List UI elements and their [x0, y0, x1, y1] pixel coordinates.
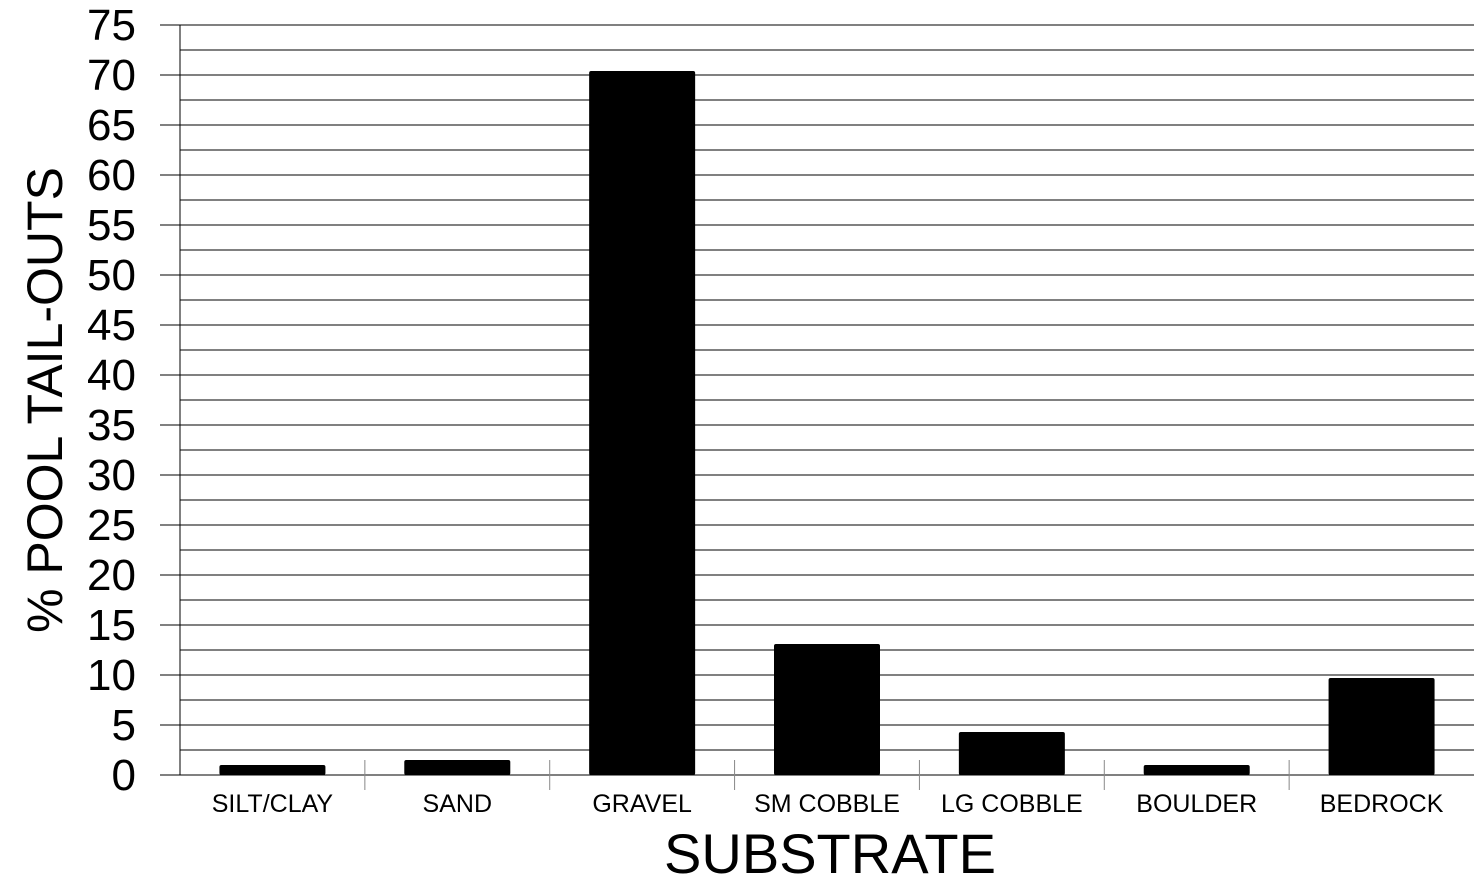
y-tick-label: 45 — [87, 301, 136, 350]
y-tick-label: 25 — [87, 501, 136, 550]
x-axis-label: SUBSTRATE — [664, 822, 996, 881]
x-tick-label: SILT/CLAY — [212, 790, 334, 818]
bar — [1143, 765, 1250, 775]
y-tick-label: 50 — [87, 251, 136, 300]
y-tick-label: 65 — [87, 101, 136, 150]
x-tick-label: BEDROCK — [1320, 790, 1444, 818]
bar — [774, 644, 880, 775]
bar — [958, 732, 1065, 775]
y-tick-label: 40 — [87, 351, 136, 400]
x-tick-label: LG COBBLE — [941, 790, 1083, 818]
bar — [219, 765, 326, 775]
y-tick-label: 55 — [87, 201, 136, 250]
y-tick-label: 20 — [87, 551, 136, 600]
y-tick-label: 60 — [87, 151, 136, 200]
y-tick-label: 5 — [112, 701, 136, 750]
y-tick-label: 10 — [87, 651, 136, 700]
bar — [589, 71, 696, 775]
x-tick-label: SAND — [423, 790, 492, 818]
y-tick-label: 15 — [87, 601, 136, 650]
x-tick-label: BOULDER — [1136, 790, 1257, 818]
y-axis-label: % POOL TAIL-OUTS — [17, 167, 73, 633]
bar — [1328, 678, 1435, 775]
axes — [179, 25, 1474, 776]
x-tick-label: GRAVEL — [592, 790, 692, 818]
x-tick-label: SM COBBLE — [754, 790, 900, 818]
y-tick-label: 70 — [87, 51, 136, 100]
bars — [219, 71, 1435, 775]
y-tick-label: 30 — [87, 451, 136, 500]
x-tick-labels: SILT/CLAY SAND GRAVEL SM COBBLE LG COBBLE BOU… — [212, 760, 1444, 818]
gridlines — [160, 24, 1474, 776]
bar — [404, 760, 511, 775]
y-tick-label: 75 — [87, 1, 136, 50]
y-tick-label: 0 — [112, 751, 136, 800]
y-tick-label: 35 — [87, 401, 136, 450]
